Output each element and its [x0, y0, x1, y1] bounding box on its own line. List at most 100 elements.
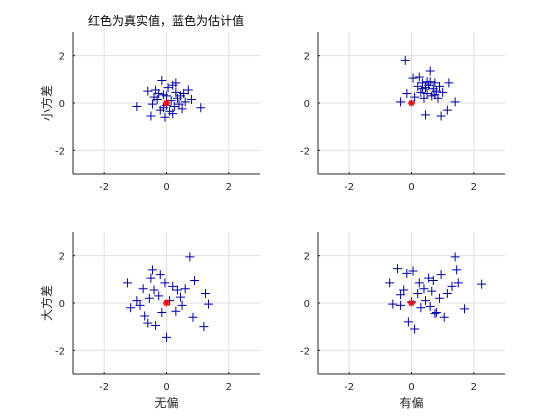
- estimate-point: [451, 97, 460, 106]
- y-tick-label: 0: [304, 299, 310, 310]
- truth-point: [163, 300, 170, 307]
- subplot-top-left: -2 0 2 -2 0 2 小方差: [39, 32, 260, 193]
- estimate-point: [157, 76, 166, 85]
- estimate-point: [148, 100, 157, 109]
- estimate-point: [409, 267, 418, 276]
- y-tick-label: 0: [304, 99, 310, 110]
- estimate-point: [146, 274, 155, 283]
- subplot-top-right: -2 0 2 -2 0 2: [300, 32, 505, 193]
- truth-point: [408, 300, 415, 307]
- estimate-point: [421, 296, 430, 305]
- x-axis-label: 无偏: [154, 395, 178, 410]
- x-tick-label: -2: [99, 182, 109, 193]
- estimate-point: [426, 67, 435, 76]
- estimate-point: [393, 264, 402, 273]
- x-tick-label: -2: [344, 382, 354, 393]
- x-tick-label: 2: [471, 382, 477, 393]
- y-axis-label: 大方差: [39, 285, 54, 321]
- x-tick-label: 2: [471, 182, 477, 193]
- figure-title: 红色为真实值，蓝色为估计值: [88, 13, 244, 28]
- estimate-point: [419, 284, 428, 293]
- y-axis-label: 小方差: [39, 85, 54, 121]
- estimate-point: [201, 289, 210, 298]
- estimate-point: [451, 252, 460, 261]
- estimate-point: [190, 276, 199, 285]
- estimate-point: [157, 308, 166, 317]
- x-tick-label: -2: [344, 182, 354, 193]
- x-axis-label: 有偏: [399, 395, 423, 410]
- y-tick-label: -2: [300, 346, 310, 357]
- estimate-point: [424, 274, 433, 283]
- y-tick-label: -2: [55, 346, 65, 357]
- estimate-point: [416, 303, 425, 312]
- estimate-point: [396, 301, 405, 310]
- estimate-point: [421, 110, 430, 119]
- estimate-point: [139, 284, 148, 293]
- estimate-point: [151, 321, 160, 330]
- estimate-point: [162, 333, 171, 342]
- estimate-point: [396, 97, 405, 106]
- y-tick-label: -2: [300, 146, 310, 157]
- estimate-point: [415, 278, 424, 287]
- estimate-point: [385, 278, 394, 287]
- estimate-point: [204, 300, 213, 309]
- y-tick-label: 0: [59, 99, 65, 110]
- y-tick-label: -2: [55, 146, 65, 157]
- subplot-bottom-right: -2 0 2 -2 0 2 有偏: [300, 232, 505, 410]
- estimate-point: [123, 278, 132, 287]
- estimate-point: [443, 106, 452, 115]
- estimate-point: [443, 289, 452, 298]
- estimate-point: [452, 265, 461, 274]
- x-tick-label: 2: [226, 382, 232, 393]
- estimate-point: [126, 303, 135, 312]
- estimate-point: [430, 309, 439, 318]
- y-tick-label: 2: [59, 52, 65, 63]
- x-tick-label: 0: [408, 182, 414, 193]
- estimate-point: [437, 112, 446, 121]
- estimate-point: [440, 313, 449, 322]
- x-tick-label: 0: [163, 382, 169, 393]
- estimate-point: [154, 291, 163, 300]
- estimate-point: [402, 269, 411, 278]
- estimate-point: [188, 313, 197, 322]
- estimate-point: [413, 289, 422, 298]
- estimate-point: [427, 287, 436, 296]
- estimate-point: [401, 56, 410, 65]
- truth-point: [408, 100, 415, 107]
- y-tick-label: 2: [304, 52, 310, 63]
- x-tick-label: 0: [408, 382, 414, 393]
- estimate-point: [160, 113, 169, 122]
- y-tick-label: 2: [59, 252, 65, 263]
- truth-point: [163, 100, 170, 107]
- y-tick-label: 0: [59, 299, 65, 310]
- estimate-point: [435, 294, 444, 303]
- estimate-point: [477, 280, 486, 289]
- estimate-point: [148, 265, 157, 274]
- estimate-point: [164, 83, 173, 92]
- estimate-point: [156, 270, 165, 279]
- estimate-point: [178, 301, 187, 310]
- estimate-point: [181, 284, 190, 293]
- estimate-point: [437, 270, 446, 279]
- estimate-point: [199, 322, 208, 331]
- x-tick-label: -2: [99, 382, 109, 393]
- x-tick-label: 0: [163, 182, 169, 193]
- estimate-point: [145, 294, 154, 303]
- y-tick-label: 2: [304, 252, 310, 263]
- estimate-point: [460, 304, 469, 313]
- estimate-point: [143, 87, 152, 96]
- estimate-point: [402, 89, 411, 98]
- estimate-point: [146, 112, 155, 121]
- estimate-point: [196, 103, 205, 112]
- estimate-point: [444, 78, 453, 87]
- estimate-point: [160, 278, 169, 287]
- estimate-point: [409, 74, 418, 83]
- estimate-point: [429, 276, 438, 285]
- estimate-point: [388, 300, 397, 309]
- estimate-point: [185, 252, 194, 261]
- estimate-point: [171, 307, 180, 316]
- x-tick-label: 2: [226, 182, 232, 193]
